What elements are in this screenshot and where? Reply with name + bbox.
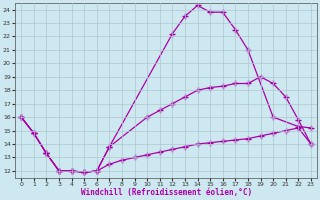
X-axis label: Windchill (Refroidissement éolien,°C): Windchill (Refroidissement éolien,°C) xyxy=(81,188,252,197)
